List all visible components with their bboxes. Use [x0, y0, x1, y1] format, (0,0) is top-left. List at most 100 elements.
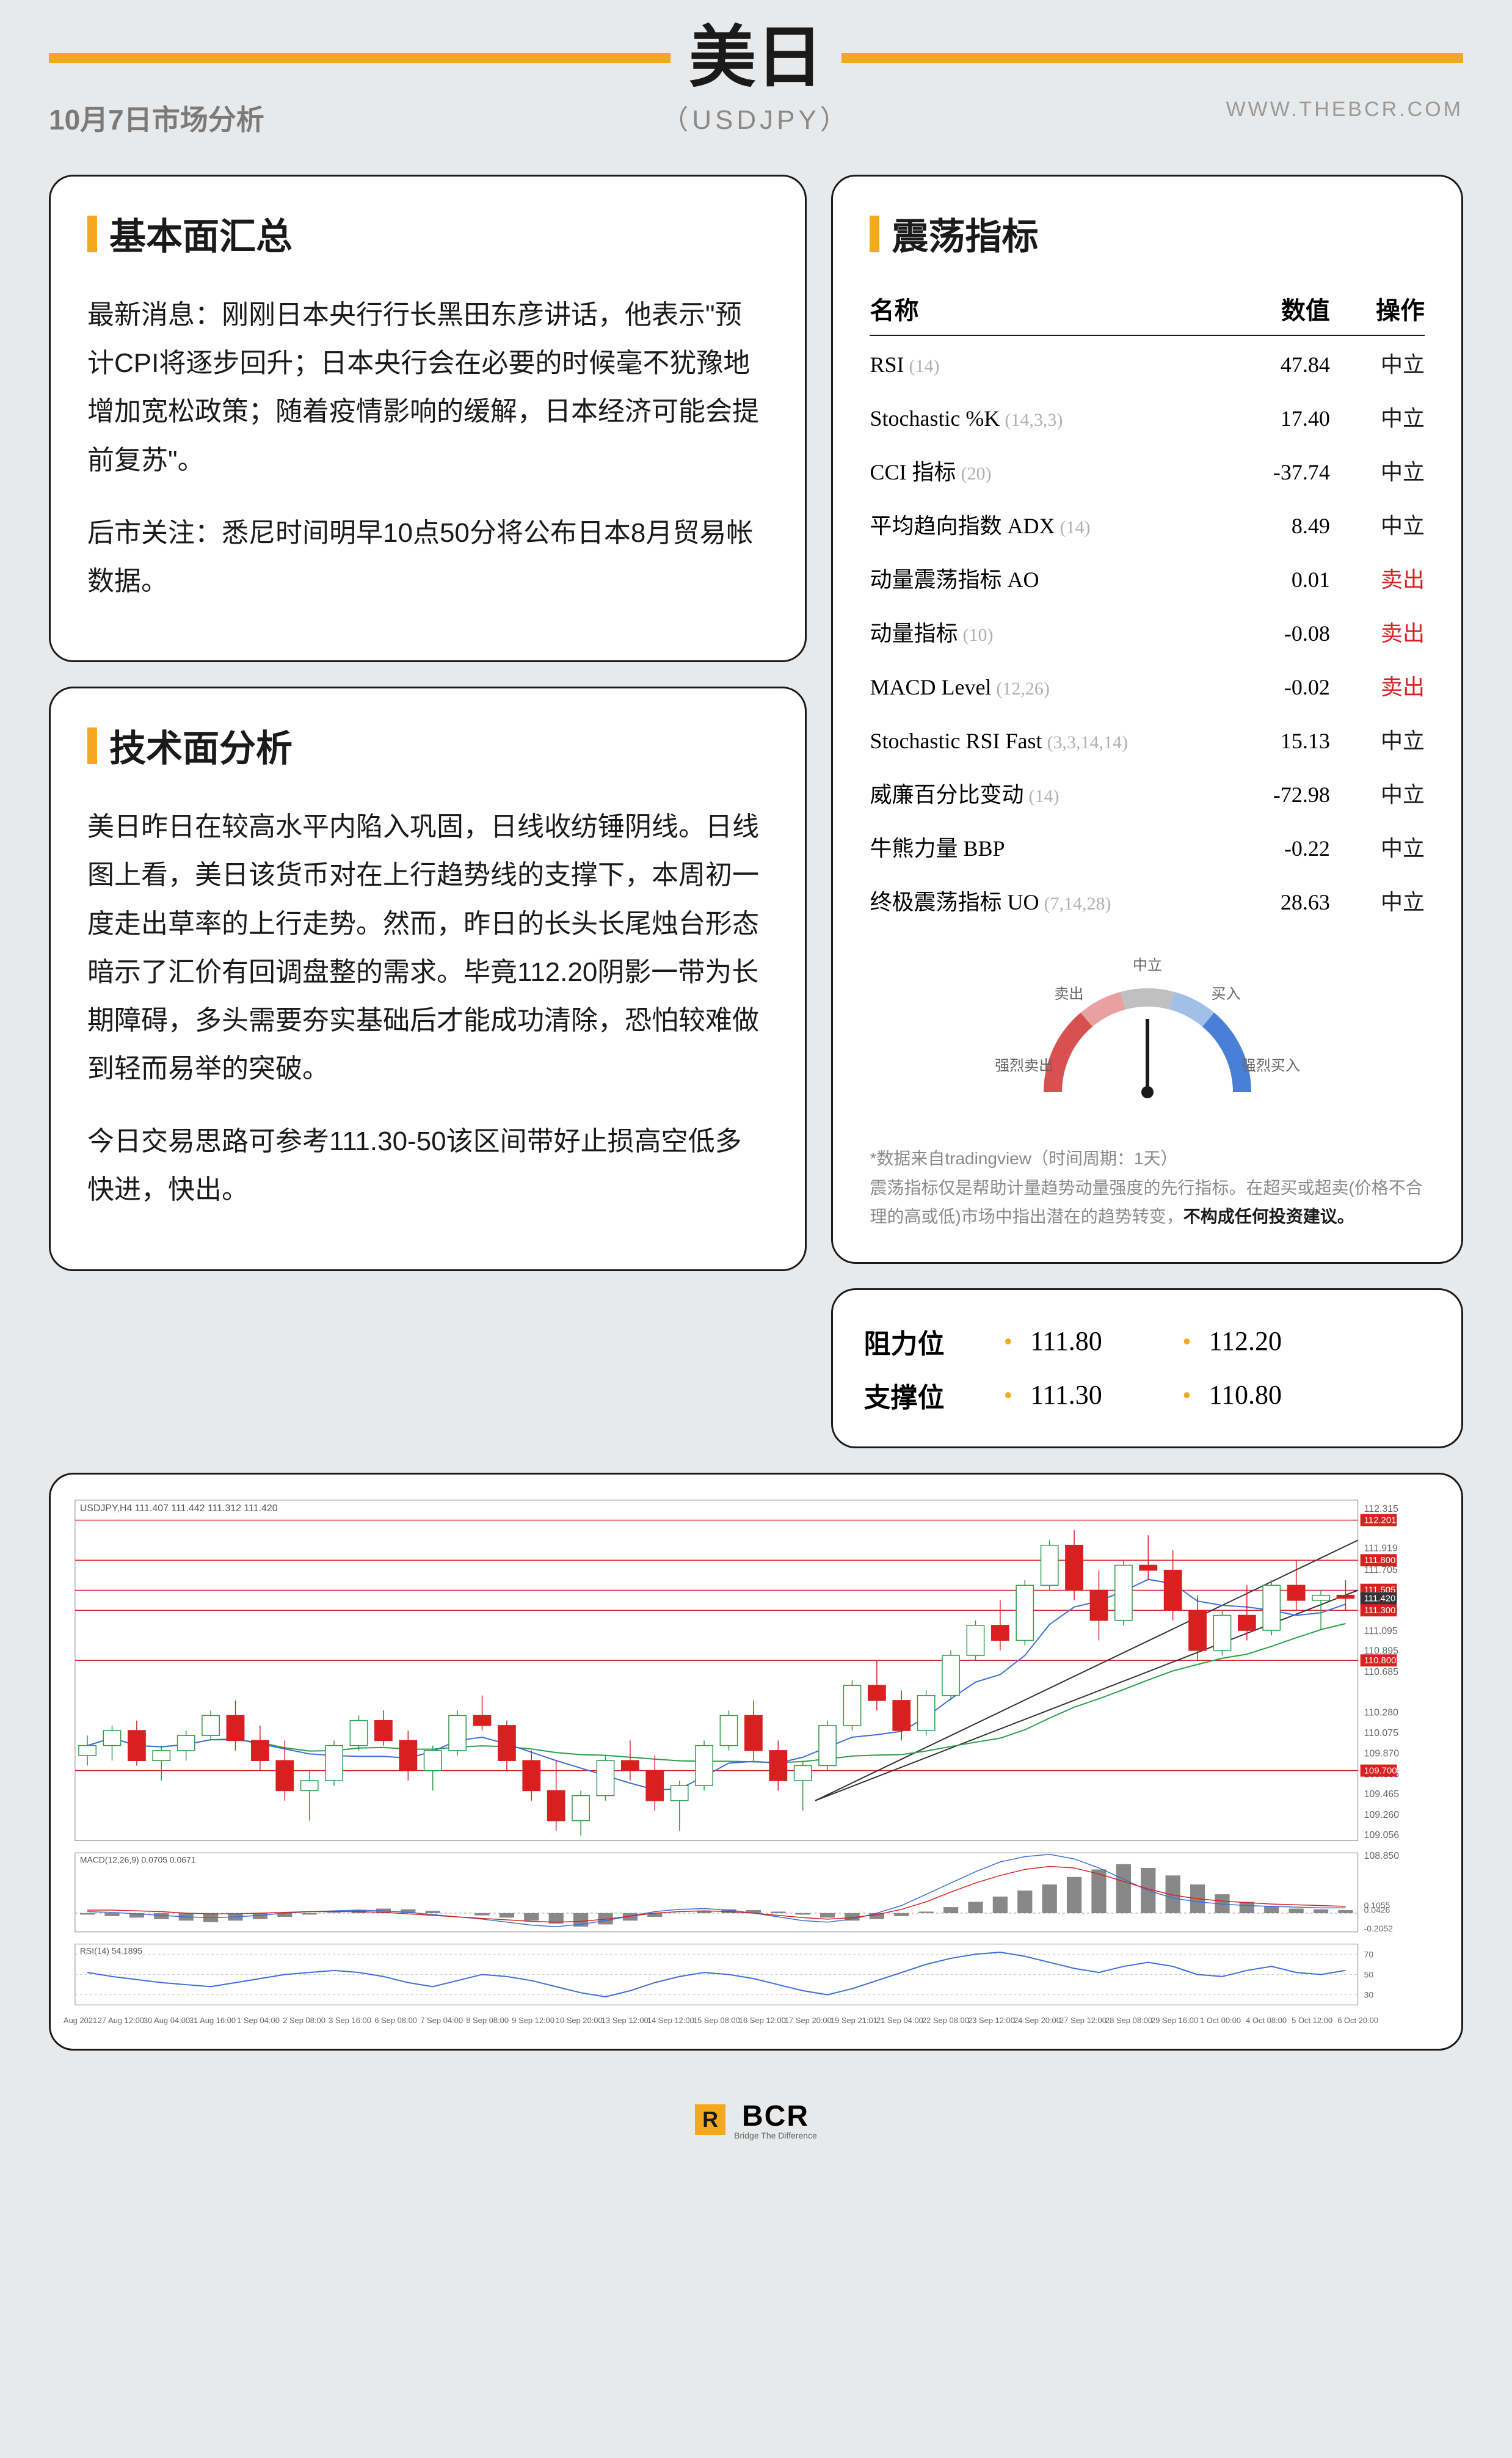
footer: R BCR Bridge The Difference — [0, 2075, 1512, 2177]
indicator-row: 威廉百分比变动(14)-72.98中立 — [870, 766, 1425, 820]
indicator-row: 动量震荡指标 AO0.01卖出 — [870, 551, 1425, 605]
svg-text:109.700: 109.700 — [1364, 1765, 1397, 1776]
indicator-row: 平均趋向指数 ADX(14)8.49中立 — [870, 497, 1425, 551]
levels-card: 阻力位 • 111.80 • 112.20 支撑位 • 111.30 • 110… — [831, 1288, 1463, 1448]
svg-text:108.850: 108.850 — [1364, 1851, 1400, 1861]
fundamental-title: 基本面汇总 — [109, 207, 293, 260]
bullet-icon: • — [1183, 1382, 1191, 1408]
indicator-row: MACD Level(12,26)-0.02卖出 — [870, 658, 1425, 712]
svg-text:16 Sep 12:00: 16 Sep 12:00 — [739, 2016, 786, 2025]
title-bar-icon — [87, 728, 97, 764]
svg-text:17 Sep 20:00: 17 Sep 20:00 — [785, 2016, 832, 2025]
source-url: WWW.THEBCR.COM — [992, 98, 1463, 122]
svg-text:109.056: 109.056 — [1364, 1830, 1400, 1840]
svg-text:109.870: 109.870 — [1364, 1749, 1400, 1759]
svg-text:27 Sep 12:00: 27 Sep 12:00 — [1059, 2016, 1107, 2025]
indicator-row: Stochastic RSI Fast(3,3,14,14)15.13中立 — [870, 712, 1425, 766]
resistance-1: 111.80 — [1030, 1326, 1165, 1357]
svg-text:强烈买入: 强烈买入 — [1241, 1057, 1300, 1074]
support-2: 110.80 — [1209, 1379, 1343, 1410]
svg-text:9 Sep 12:00: 9 Sep 12:00 — [512, 2016, 554, 2025]
svg-text:27 Aug 12:00: 27 Aug 12:00 — [98, 2016, 144, 2025]
resistance-2: 112.20 — [1209, 1326, 1343, 1357]
svg-text:111.919: 111.919 — [1364, 1544, 1398, 1554]
pair-label: （USDJPY） — [520, 98, 992, 137]
svg-text:6 Oct 20:00: 6 Oct 20:00 — [1337, 2016, 1378, 2025]
svg-text:70: 70 — [1364, 1949, 1374, 1959]
svg-text:111.095: 111.095 — [1364, 1626, 1398, 1636]
title-bar-icon — [87, 216, 97, 252]
fundamental-card: 基本面汇总 最新消息：刚刚日本央行行长黑田东彦讲话，他表示"预计CPI将逐步回升… — [49, 175, 807, 662]
price-chart-card: USDJPY,H4 111.407 111.442 111.312 111.42… — [49, 1473, 1463, 2051]
svg-text:买入: 买入 — [1211, 986, 1240, 1002]
indicator-row: Stochastic %K(14,3,3)17.40中立 — [870, 390, 1425, 443]
svg-text:强烈卖出: 强烈卖出 — [995, 1057, 1053, 1074]
svg-text:4 Oct 08:00: 4 Oct 08:00 — [1246, 2016, 1287, 2025]
svg-text:21 Sep 04:00: 21 Sep 04:00 — [876, 2016, 923, 2025]
gauge-chart: 强烈卖出 卖出 中立买入强烈买入 — [870, 952, 1425, 1126]
svg-text:14 Sep 12:00: 14 Sep 12:00 — [647, 2016, 694, 2025]
svg-text:23 Sep 12:00: 23 Sep 12:00 — [968, 2016, 1015, 2025]
col-value: 数值 — [1208, 291, 1329, 326]
svg-text:1 Oct 00:00: 1 Oct 00:00 — [1200, 2016, 1241, 2025]
candlestick-chart: USDJPY,H4 111.407 111.442 111.312 111.42… — [63, 1487, 1449, 2037]
fundamental-p2: 后市关注：悉尼时间明早10点50分将公布日本8月贸易帐数据。 — [87, 509, 768, 605]
svg-text:24 Sep 20:00: 24 Sep 20:00 — [1014, 2016, 1061, 2025]
svg-text:50: 50 — [1364, 1969, 1374, 1979]
svg-text:15 Sep 08:00: 15 Sep 08:00 — [693, 2016, 740, 2025]
technical-card: 技术面分析 美日昨日在较高水平内陷入巩固，日线收纺锤阴线。日线图上看，美日该货币… — [49, 687, 807, 1271]
svg-text:109.465: 109.465 — [1364, 1789, 1400, 1800]
col-name: 名称 — [870, 291, 1208, 326]
svg-text:2 Sep 08:00: 2 Sep 08:00 — [283, 2016, 325, 2025]
svg-text:110.280: 110.280 — [1364, 1707, 1398, 1718]
svg-text:-0.2052: -0.2052 — [1364, 1924, 1393, 1933]
svg-text:7 Sep 04:00: 7 Sep 04:00 — [420, 2016, 463, 2025]
header-bar-right — [841, 53, 1463, 63]
svg-text:5 Oct 12:00: 5 Oct 12:00 — [1292, 2016, 1332, 2025]
bullet-icon: • — [1004, 1329, 1012, 1354]
svg-text:112.201: 112.201 — [1364, 1515, 1397, 1525]
svg-text:110.800: 110.800 — [1364, 1655, 1397, 1666]
support-1: 111.30 — [1030, 1379, 1165, 1410]
page-title: 美日 — [689, 24, 823, 92]
title-bar-icon — [870, 216, 879, 252]
indicator-row: 牛熊力量 BBP-0.22中立 — [870, 820, 1425, 873]
svg-text:109.260: 109.260 — [1364, 1810, 1400, 1820]
bullet-icon: • — [1004, 1382, 1012, 1408]
resistance-label: 阻力位 — [863, 1322, 986, 1361]
header-bar-left — [49, 53, 671, 63]
svg-text:19 Sep 21:01: 19 Sep 21:01 — [831, 2016, 878, 2025]
svg-text:USDJPY,H4 111.407 111.442 111: USDJPY,H4 111.407 111.442 111.312 111.42… — [80, 1503, 278, 1514]
svg-text:26 Aug 2021: 26 Aug 2021 — [63, 2016, 97, 2025]
fundamental-p1: 最新消息：刚刚日本央行行长黑田东彦讲话，他表示"预计CPI将逐步回升；日本央行会… — [87, 291, 768, 484]
technical-title: 技术面分析 — [109, 719, 293, 772]
brand-name: BCR — [734, 2099, 817, 2133]
svg-text:10 Sep 20:00: 10 Sep 20:00 — [556, 2016, 603, 2025]
svg-text:110.075: 110.075 — [1364, 1728, 1398, 1738]
col-action: 操作 — [1330, 291, 1425, 326]
svg-text:110.685: 110.685 — [1364, 1667, 1398, 1677]
svg-text:111.300: 111.300 — [1364, 1605, 1396, 1616]
svg-text:MACD(12,26,9) 0.0705 0.0671: MACD(12,26,9) 0.0705 0.0671 — [80, 1854, 196, 1864]
technical-p1: 美日昨日在较高水平内陷入巩固，日线收纺锤阴线。日线图上看，美日该货币对在上行趋势… — [87, 803, 768, 1093]
svg-text:112.315: 112.315 — [1364, 1504, 1398, 1514]
technical-p2: 今日交易思路可参考111.30-50该区间带好止损高空低多快进，快出。 — [87, 1117, 768, 1214]
svg-text:29 Sep 16:00: 29 Sep 16:00 — [1151, 2016, 1198, 2025]
svg-text:13 Sep 12:00: 13 Sep 12:00 — [602, 2016, 649, 2025]
brand-tagline: Bridge The Difference — [734, 2131, 817, 2140]
svg-text:6 Sep 08:00: 6 Sep 08:00 — [374, 2016, 417, 2025]
svg-text:30: 30 — [1364, 1989, 1374, 1999]
indicator-row: 终极震荡指标 UO(7,14,28)28.63中立 — [870, 873, 1425, 927]
support-label: 支撑位 — [863, 1376, 986, 1415]
svg-text:0.0426: 0.0426 — [1364, 1905, 1390, 1914]
svg-text:111.705: 111.705 — [1364, 1565, 1398, 1575]
svg-text:卖出: 卖出 — [1054, 986, 1083, 1002]
svg-text:30 Aug 04:00: 30 Aug 04:00 — [144, 2016, 190, 2025]
oscillators-title: 震荡指标 — [892, 207, 1038, 260]
indicator-row: RSI(14)47.84中立 — [870, 336, 1425, 390]
svg-text:28 Sep 08:00: 28 Sep 08:00 — [1105, 2016, 1152, 2025]
indicator-row: 动量指标(10)-0.08卖出 — [870, 605, 1425, 658]
date-label: 10月7日市场分析 — [49, 98, 520, 138]
logo-icon: R — [695, 2104, 725, 2135]
svg-text:中立: 中立 — [1133, 957, 1162, 974]
